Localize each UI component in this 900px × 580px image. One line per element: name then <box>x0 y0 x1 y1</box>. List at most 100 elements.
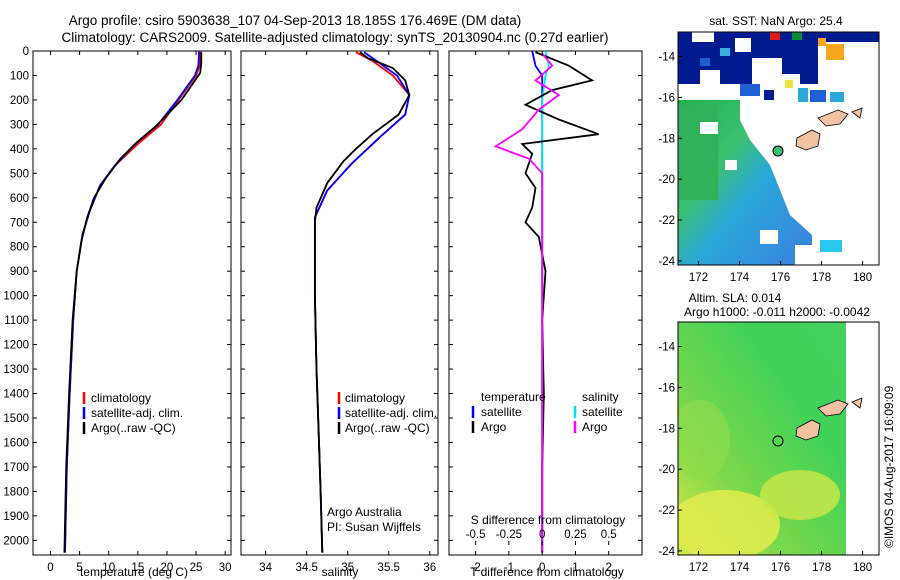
top-tick-label: -0.25 <box>496 529 522 541</box>
top-tick-label: 0 <box>539 529 545 541</box>
depth-tick-label: 2000 <box>3 535 29 547</box>
sla-map-title: Altim. SLA: 0.014 <box>689 291 782 305</box>
sla-map-axes: 172 174 176 178 180 -14 -16 -18 -20 -22 -24 <box>658 342 872 574</box>
top-tick-label: -0.5 <box>466 529 486 541</box>
series-line-t-satellite <box>531 51 544 553</box>
depth-tick-label: 1600 <box>3 437 29 449</box>
temperature-panel <box>63 51 203 553</box>
legend-satellite-label: satellite-adj. clim. <box>345 406 437 420</box>
depth-tick-label: 100 <box>10 70 29 82</box>
x-tick-label: 1 <box>572 562 578 574</box>
timestamp-stamp: ©IMOS 04-Aug-2017 16:09:09 <box>882 385 896 548</box>
x-tick-label: 5 <box>76 562 82 574</box>
x-tick-label: 2 <box>606 562 612 574</box>
salinity-legend: climatology satellite-adj. clim. Argo(..… <box>337 391 437 435</box>
sst-map <box>678 32 879 265</box>
sst-fiji-islands <box>795 107 863 151</box>
depth-tick-label: 1000 <box>3 291 29 303</box>
depth-tick-label: 1800 <box>3 486 29 498</box>
depth-tick-label: 1700 <box>3 462 29 474</box>
sla-yellow-patch <box>678 490 780 555</box>
x-tick-label: 0 <box>47 562 53 574</box>
difference-panel-frame <box>448 50 643 556</box>
depth-tick-label: 1300 <box>3 364 29 376</box>
depth-tick-label: 1500 <box>3 413 29 425</box>
map-y-tick-label: -18 <box>658 423 675 435</box>
sst-green-band <box>678 105 718 200</box>
legend-argo-label: Argo(..raw -QC) <box>345 421 430 435</box>
salinity-panel-frame <box>240 50 439 556</box>
x-tick-label: 35 <box>341 562 354 574</box>
sla-map-subtitle: Argo h1000: -0.011 h2000: -0.0042 <box>684 305 870 319</box>
series-line-satellite-adj-clim- <box>313 51 411 553</box>
legend-t-argo-label: Argo <box>481 420 507 434</box>
sst-cloud-gaps <box>700 122 812 265</box>
legend-climatology-label: climatology <box>345 391 405 405</box>
depth-tick-label: 400 <box>10 144 29 156</box>
depth-tick-label: 600 <box>10 193 29 205</box>
map-x-tick-label: 180 <box>853 272 872 284</box>
map-y-tick-label: -16 <box>658 382 675 394</box>
legend-s-argo-label: Argo <box>582 420 608 434</box>
x-tick-label: 10 <box>102 562 115 574</box>
sst-argo-marker <box>772 145 784 157</box>
institution-label: Argo Australia <box>327 505 402 519</box>
legend-temperature-title: temperature <box>481 390 546 404</box>
map-x-tick-label: 180 <box>853 562 872 574</box>
map-x-tick-label: 172 <box>689 272 708 284</box>
map-y-tick-label: -24 <box>658 256 675 268</box>
sst-map-frame <box>677 31 880 266</box>
depth-tick-label: 500 <box>10 168 29 180</box>
depth-tick-label: 700 <box>10 217 29 229</box>
depth-axis: 0 100 200 300 400 500 600 700 800 900 1000 1100 1200… <box>3 46 29 547</box>
map-y-tick-label: -22 <box>658 215 675 227</box>
x-tick-label: 36 <box>423 562 436 574</box>
depth-tick-label: 1900 <box>3 511 29 523</box>
header-line2: Climatology: CARS2009. Satellite-adjuste… <box>61 30 608 45</box>
sst-map-title: sat. SST: NaN Argo: 25.4 <box>709 14 843 28</box>
temperature-panel-frame <box>32 50 232 556</box>
salinity-xlabel: salinity <box>322 565 359 579</box>
series-line-climatology <box>64 51 202 553</box>
depth-tick-label: 1100 <box>4 315 29 327</box>
x-tick-label: 34 <box>259 562 272 574</box>
x-tick-label: 25 <box>190 562 203 574</box>
map-x-tick-label: 174 <box>730 272 750 284</box>
depth-tick-label: 1400 <box>3 389 29 401</box>
legend-climatology-label: climatology <box>91 391 151 405</box>
map-x-tick-label: 176 <box>771 272 790 284</box>
sst-map-axes: 172 174 176 178 180 -14 -16 -18 -20 -22 -24 <box>658 52 872 284</box>
depth-tick-label: 200 <box>10 95 29 107</box>
temperature-legend: climatology satellite-adj. clim. Argo(..… <box>82 391 183 435</box>
map-x-tick-label: 174 <box>730 562 750 574</box>
depth-tick-label: 1200 <box>3 340 29 352</box>
depth-tick-label: 300 <box>10 119 29 131</box>
x-tick-label: -2 <box>471 562 481 574</box>
sla-yellow-patch-2 <box>760 470 840 520</box>
top-tick-label: 0.25 <box>564 529 586 541</box>
difference-top-axis-label: S difference from climatology <box>471 513 626 527</box>
sla-map-frame <box>677 321 880 556</box>
series-line-s-argo <box>493 52 561 553</box>
series-line-argo <box>313 51 411 553</box>
series-line-t-argo <box>520 51 600 553</box>
series-line-climatology <box>313 51 411 553</box>
difference-legend: temperature satellite Argo salinity sate… <box>471 390 623 434</box>
series-line-satellite-adj-clim- <box>64 51 200 553</box>
map-y-tick-label: -22 <box>658 505 675 517</box>
legend-salinity-title: salinity <box>582 390 619 404</box>
series-line-argo <box>63 52 203 553</box>
temperature-xlabel: temperature (deg C) <box>80 565 188 579</box>
axis-ticks: 0 5 10 15 20 25 30 34 34.5 35 35.5 36 -2 -1 0 1 2 -0.5 -0.… <box>33 50 642 574</box>
x-tick-label: 0 <box>539 562 545 574</box>
depth-tick-label: 0 <box>23 46 29 58</box>
map-y-tick-label: -16 <box>658 92 675 104</box>
x-tick-label: 35.5 <box>378 562 400 574</box>
map-y-tick-label: -14 <box>658 342 675 354</box>
x-tick-label: 15 <box>131 562 144 574</box>
map-y-tick-label: -20 <box>658 174 675 186</box>
map-x-tick-label: 178 <box>812 562 831 574</box>
legend-s-satellite-label: satellite <box>582 405 623 419</box>
x-tick-label: 30 <box>219 562 232 574</box>
